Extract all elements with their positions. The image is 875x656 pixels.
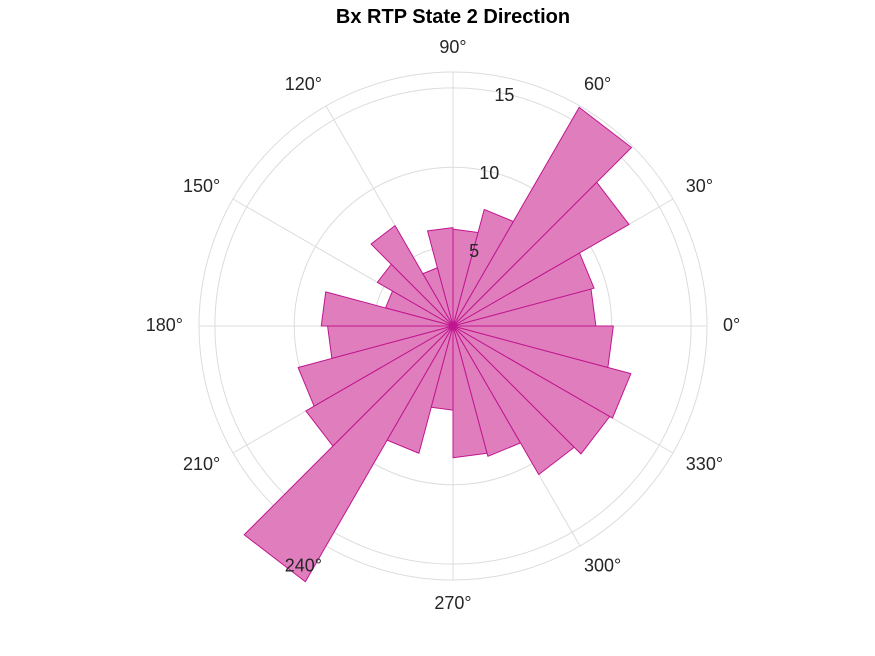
angle-tick-label-300: 300°	[584, 556, 621, 576]
angle-tick-label-240: 240°	[285, 556, 322, 576]
chart-title: Bx RTP State 2 Direction	[335, 6, 571, 28]
angle-tick-label-210: 210°	[183, 454, 220, 474]
angle-tick-label-150: 150°	[183, 176, 220, 196]
tick-labels: 510150°30°60°90°120°150°180°210°240°270°…	[146, 37, 740, 613]
radial-tick-label-10: 10	[479, 163, 499, 183]
radial-tick-label-5: 5	[469, 241, 479, 261]
histogram-bars	[243, 106, 632, 583]
radial-tick-label-15: 15	[494, 85, 514, 105]
angle-tick-label-120: 120°	[285, 74, 322, 94]
angle-tick-label-330: 330°	[686, 454, 723, 474]
angle-tick-label-60: 60°	[584, 74, 611, 94]
angle-tick-label-90: 90°	[439, 37, 466, 57]
bar-345-360	[452, 325, 614, 368]
angle-tick-label-30: 30°	[686, 176, 713, 196]
bar-225-240	[243, 325, 454, 583]
angle-tick-label-0: 0°	[723, 315, 740, 335]
center-dot	[449, 322, 457, 330]
angle-tick-label-180: 180°	[146, 315, 183, 335]
angle-tick-label-270: 270°	[434, 593, 471, 613]
bar-45-60	[452, 106, 632, 327]
